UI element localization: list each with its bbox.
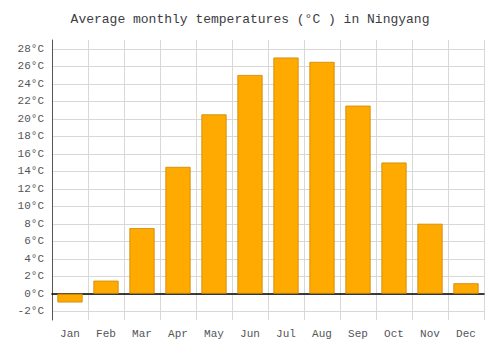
svg-text:Jan: Jan bbox=[60, 328, 80, 340]
svg-text:10°C: 10°C bbox=[18, 200, 45, 212]
svg-text:Oct: Oct bbox=[384, 328, 404, 340]
svg-text:Average monthly temperatures (: Average monthly temperatures (°C ) in Ni… bbox=[71, 12, 430, 27]
svg-text:18°C: 18°C bbox=[18, 130, 45, 142]
svg-text:Feb: Feb bbox=[96, 328, 116, 340]
svg-text:24°C: 24°C bbox=[18, 78, 45, 90]
svg-text:Nov: Nov bbox=[420, 328, 440, 340]
svg-text:Apr: Apr bbox=[168, 328, 188, 340]
svg-text:22°C: 22°C bbox=[18, 95, 45, 107]
svg-text:Jul: Jul bbox=[276, 328, 296, 340]
svg-text:6°C: 6°C bbox=[24, 235, 44, 247]
svg-text:May: May bbox=[204, 328, 224, 340]
svg-text:16°C: 16°C bbox=[18, 148, 45, 160]
svg-text:Mar: Mar bbox=[132, 328, 152, 340]
svg-text:14°C: 14°C bbox=[18, 165, 45, 177]
svg-text:Sep: Sep bbox=[348, 328, 368, 340]
svg-text:-2°C: -2°C bbox=[18, 305, 45, 317]
svg-text:20°C: 20°C bbox=[18, 113, 45, 125]
svg-text:Jun: Jun bbox=[240, 328, 260, 340]
svg-text:4°C: 4°C bbox=[24, 253, 44, 265]
svg-text:Dec: Dec bbox=[456, 328, 476, 340]
svg-text:Aug: Aug bbox=[312, 328, 332, 340]
svg-text:28°C: 28°C bbox=[18, 43, 45, 55]
svg-text:12°C: 12°C bbox=[18, 183, 45, 195]
svg-text:2°C: 2°C bbox=[24, 270, 44, 282]
svg-text:26°C: 26°C bbox=[18, 60, 45, 72]
svg-text:0°C: 0°C bbox=[24, 288, 44, 300]
svg-text:8°C: 8°C bbox=[24, 218, 44, 230]
